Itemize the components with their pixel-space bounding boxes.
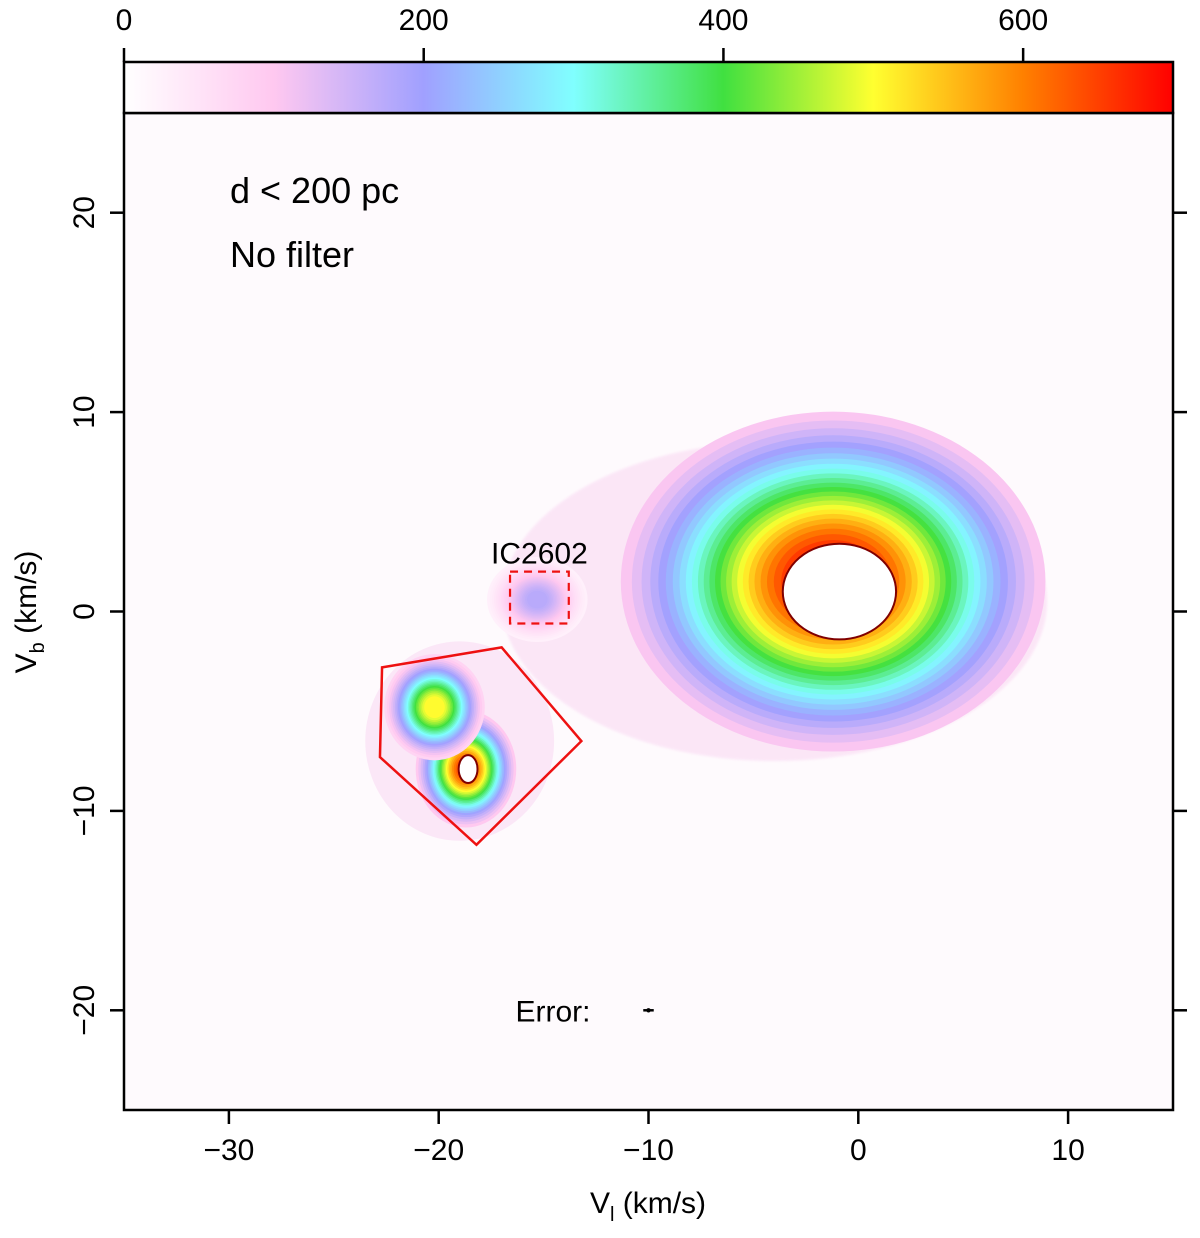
colorbar-tick-label: 400 — [698, 4, 748, 37]
x-tick-label: 0 — [850, 1134, 867, 1167]
density-heatmap — [365, 411, 1048, 841]
y-tick-label: 0 — [68, 603, 101, 620]
contour-level — [526, 590, 548, 609]
y-axis-ticks: −20 −10 0 10 20 — [68, 196, 1187, 1036]
ic2602-label: IC2602 — [491, 538, 588, 571]
saturated-core — [781, 542, 898, 641]
y-tick-label: 10 — [68, 395, 101, 428]
contour-level — [424, 696, 445, 719]
colorbar-tick-label: 0 — [116, 4, 133, 37]
y-axis-label: Vb (km/s) — [10, 551, 49, 674]
ic2602-box — [508, 570, 570, 625]
y-tick-label: −10 — [68, 785, 101, 836]
saturated-core — [457, 754, 479, 784]
colorbar — [122, 60, 1175, 115]
cluster-2 — [384, 654, 485, 761]
y-tick-label: 20 — [68, 196, 101, 229]
selection-polygon — [378, 646, 584, 847]
y-tick-label: −20 — [68, 985, 101, 1036]
x-tick-label: 10 — [1051, 1134, 1084, 1167]
distance-annotation: d < 200 pc — [230, 170, 399, 211]
x-tick-label: −30 — [203, 1134, 254, 1167]
filter-annotation: No filter — [230, 234, 354, 275]
x-axis-label: Vl (km/s) — [590, 1187, 706, 1226]
colorbar-tick-label: 600 — [998, 4, 1048, 37]
colorbar-tick-label: 200 — [399, 4, 449, 37]
x-tick-label: −20 — [413, 1134, 464, 1167]
error-bar-marker — [643, 1008, 654, 1013]
colorbar-ticks: 0 200 400 600 — [116, 4, 1048, 62]
cluster-0 — [620, 411, 1046, 752]
x-axis-ticks: −30 −20 −10 0 10 — [203, 1110, 1085, 1167]
error-bar-point — [646, 1008, 651, 1013]
x-tick-label: −10 — [623, 1134, 674, 1167]
error-label: Error: — [516, 995, 591, 1028]
cluster-3 — [487, 557, 588, 643]
